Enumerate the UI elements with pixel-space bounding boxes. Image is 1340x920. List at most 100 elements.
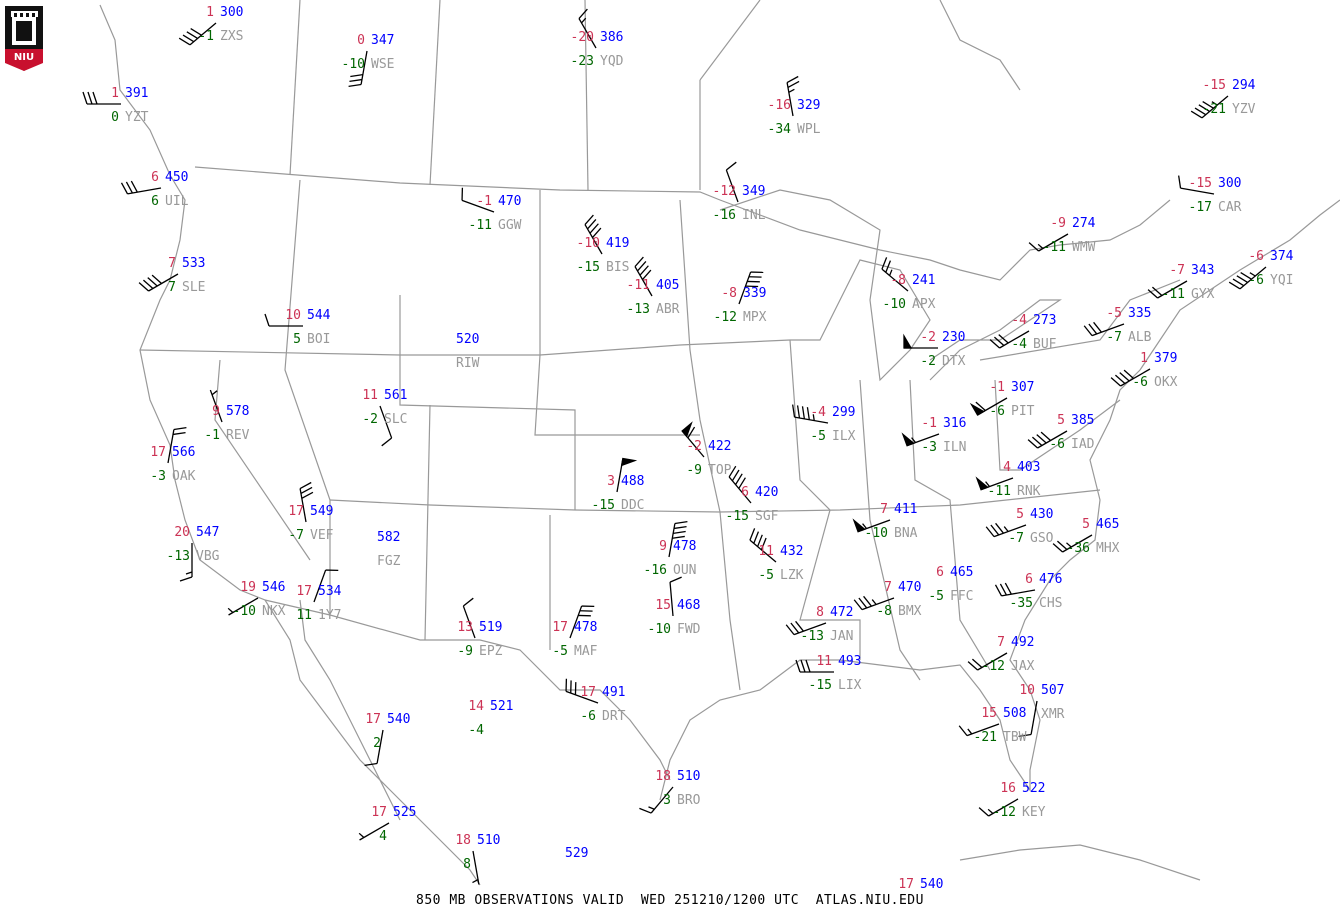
wind-barb — [668, 521, 688, 558]
cuba-coastline — [959, 844, 1201, 881]
barb-full — [753, 531, 760, 544]
station-dewpoint: -35 — [1009, 596, 1033, 611]
barb-full — [806, 407, 810, 420]
wind-barb — [1027, 430, 1068, 449]
station-id: SLC — [384, 412, 408, 427]
station-height: 510 — [677, 769, 701, 784]
station-height: 522 — [1022, 781, 1046, 796]
station-temperature: 10 — [1019, 683, 1035, 698]
station-temperature: 14 — [468, 699, 484, 714]
barb-pennant — [681, 421, 693, 438]
barb-half — [1066, 542, 1072, 548]
wind-barb — [958, 723, 1000, 737]
station-id: ABR — [656, 302, 680, 317]
barb-full — [178, 37, 191, 46]
wind-barb — [264, 313, 303, 327]
station-dewpoint: -7 — [1008, 531, 1024, 546]
barb-staff — [669, 582, 674, 617]
canada-province-line — [584, 0, 589, 191]
station-height: 420 — [755, 485, 779, 500]
barb-full — [639, 265, 649, 276]
state-line — [679, 199, 741, 691]
wind-barb — [786, 75, 800, 117]
station-height: 450 — [165, 170, 189, 185]
station-id: YQI — [1270, 273, 1294, 288]
wind-barb — [1178, 175, 1215, 195]
barb-full — [1110, 377, 1121, 387]
station-height: 546 — [262, 580, 286, 595]
svg-text:NIU: NIU — [14, 52, 34, 63]
station-height: 470 — [498, 194, 522, 209]
station-id: ZXS — [220, 29, 244, 44]
barb-staff — [1201, 95, 1229, 119]
barb-half — [185, 571, 193, 575]
station-id: NKX — [262, 604, 286, 619]
station-id: LZK — [780, 568, 804, 583]
station-dewpoint: -15 — [725, 509, 749, 524]
barb-full — [173, 427, 187, 431]
station-temperature: 4 — [1003, 460, 1011, 475]
station-temperature: -1 — [989, 380, 1005, 395]
barb-full — [1178, 175, 1182, 189]
station-id: MHX — [1096, 541, 1120, 556]
station-height: 299 — [832, 405, 856, 420]
station-height: 230 — [942, 330, 966, 345]
station-dewpoint: -9 — [686, 463, 702, 478]
barb-full — [796, 405, 801, 419]
state-line — [909, 379, 991, 671]
barb-staff — [148, 273, 179, 292]
wind-barb — [795, 659, 834, 673]
station-dewpoint: 6 — [151, 194, 159, 209]
station-dewpoint: -5 — [552, 644, 568, 659]
station-height: 391 — [125, 86, 149, 101]
wind-barb — [358, 822, 390, 841]
barb-staff — [668, 523, 676, 558]
station-height: 300 — [1218, 176, 1242, 191]
barb-full — [350, 73, 363, 78]
wind-barb — [967, 652, 1008, 671]
barb-full — [790, 622, 800, 634]
wind-barb — [669, 576, 682, 617]
station-temperature: 19 — [240, 580, 256, 595]
wind-barb — [1190, 95, 1229, 119]
wind-barb — [903, 333, 938, 349]
station-temperature: 16 — [1000, 781, 1016, 796]
barb-full — [673, 525, 687, 530]
station-dewpoint: -6 — [1248, 273, 1264, 288]
barb-full — [1088, 323, 1098, 335]
station-temperature: -6 — [1248, 249, 1264, 264]
barb-full — [978, 807, 989, 817]
station-height: 525 — [393, 805, 417, 820]
station-temperature: 17 — [288, 504, 304, 519]
barb-full — [853, 599, 863, 611]
station-id: UIL — [165, 194, 189, 209]
barb-staff — [1180, 187, 1215, 195]
barb-half — [472, 878, 479, 884]
station-dewpoint: -6 — [580, 709, 596, 724]
barb-full — [584, 214, 594, 225]
station-temperature: 6 — [151, 170, 159, 185]
west-coastline — [99, 4, 481, 886]
station-temperature: 9 — [212, 404, 220, 419]
station-height: 422 — [708, 439, 732, 454]
station-height: 582 — [377, 530, 401, 545]
station-temperature: 17 — [365, 712, 381, 727]
station-id: TOP — [708, 463, 732, 478]
station-height: 470 — [898, 580, 922, 595]
state-line — [284, 179, 331, 615]
station-dewpoint: -4 — [1011, 337, 1027, 352]
barb-full — [801, 406, 806, 419]
station-height: 273 — [1033, 313, 1057, 328]
station-temperature: -1 — [476, 194, 492, 209]
station-dewpoint: -10 — [864, 526, 888, 541]
station-dewpoint: -36 — [1066, 541, 1090, 556]
barb-full — [1052, 543, 1063, 553]
station-height: 386 — [600, 30, 624, 45]
barb-full — [1240, 272, 1252, 280]
barb-full — [673, 530, 686, 535]
station-id: GGW — [498, 218, 522, 233]
station-height: 510 — [477, 833, 501, 848]
station-temperature: 6 — [741, 485, 749, 500]
wind-barb — [901, 432, 940, 447]
